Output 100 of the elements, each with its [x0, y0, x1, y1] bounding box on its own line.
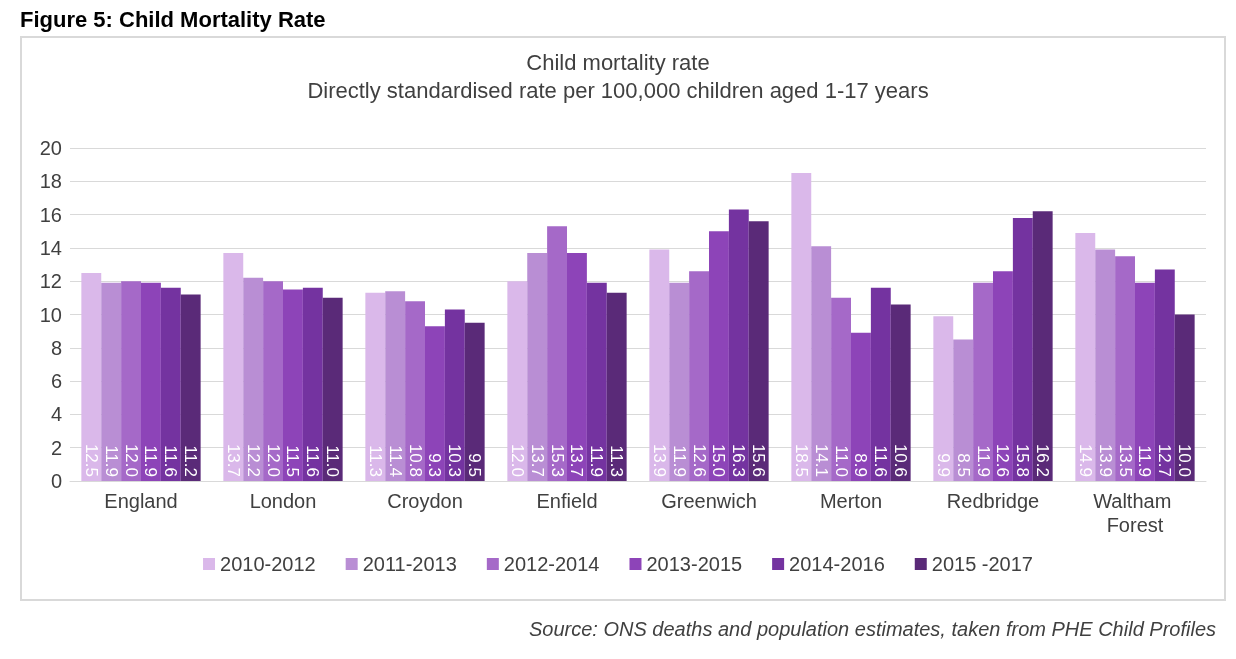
bar: [728, 209, 749, 481]
x-tick-label: Enfield: [536, 490, 598, 512]
bar: [748, 221, 769, 481]
bar: [121, 281, 141, 481]
bar: [1135, 282, 1155, 481]
data-label: 11.3: [607, 445, 627, 477]
data-label: 11.9: [669, 445, 689, 477]
data-label: 9.3: [425, 453, 445, 477]
data-label: 13.7: [567, 443, 587, 477]
data-label: 12.0: [263, 443, 283, 477]
data-label: 11.9: [1135, 445, 1155, 477]
data-label: 15.0: [709, 443, 729, 477]
y-tick-label: 6: [50, 370, 62, 393]
bar: [425, 326, 445, 481]
bar: [933, 316, 954, 481]
data-label: 11.5: [283, 445, 303, 477]
x-tick-label: Croydon: [387, 490, 463, 512]
data-label: 12.2: [243, 443, 263, 477]
y-tick-label: 20: [39, 137, 62, 159]
data-label: 15.6: [749, 443, 769, 477]
bar: [141, 282, 161, 481]
data-label: 9.9: [933, 453, 953, 477]
bar: [1032, 211, 1053, 481]
data-label: 11.6: [303, 445, 323, 477]
data-label: 12.6: [993, 443, 1013, 477]
bar: [1075, 232, 1096, 481]
x-tick-label: England: [104, 490, 178, 512]
legend-label: 2012-2014: [503, 553, 600, 575]
data-label: 13.7: [223, 443, 243, 477]
bar: [1095, 249, 1116, 481]
data-label: 13.5: [1115, 443, 1135, 477]
chart-title: Child mortality rate: [526, 49, 710, 75]
data-label: 13.9: [1095, 443, 1115, 477]
bar: [444, 309, 465, 481]
bar: [689, 271, 709, 481]
data-label: 11.6: [161, 445, 181, 477]
y-tick-label: 2: [50, 436, 62, 459]
bar: [527, 252, 548, 481]
bar: [322, 297, 343, 481]
bar: [243, 277, 264, 481]
legend-label: 2014-2016: [789, 553, 885, 575]
bar: [1115, 256, 1135, 481]
bar: [586, 282, 607, 481]
bar: [567, 252, 587, 481]
caption: Figure 5: Child Mortality Rate: [20, 6, 326, 32]
legend-label: 2013-2015: [646, 553, 743, 575]
bar: [405, 301, 425, 481]
bar: [973, 282, 993, 481]
data-label: 13.7: [527, 443, 547, 477]
data-label: 11.0: [831, 445, 851, 477]
data-label: 11.9: [141, 445, 161, 477]
legend-label: 2011-2013: [362, 553, 457, 575]
chart-subtitle: Directly standardised rate per 100,000 children aged 1-17 years: [307, 77, 929, 103]
bar: [791, 172, 812, 481]
data-label: 10.0: [1175, 443, 1195, 477]
legend-label: 2015 -2017: [931, 553, 1033, 575]
bar: [180, 294, 201, 481]
data-label: 16.2: [1033, 443, 1053, 477]
bar: [890, 304, 911, 481]
data-label: 11.3: [365, 445, 385, 477]
data-label: 15.8: [1013, 443, 1033, 477]
bar: [953, 339, 974, 481]
data-label: 10.6: [891, 443, 911, 477]
data-label: 12.7: [1155, 443, 1175, 477]
y-tick-label: 18: [39, 170, 62, 193]
bar: [993, 271, 1013, 481]
bar: [709, 231, 729, 481]
data-label: 12.0: [507, 443, 527, 477]
data-label: 12.0: [121, 443, 141, 477]
bar: [547, 226, 567, 481]
bar: [1154, 269, 1175, 481]
bar: [870, 287, 891, 481]
data-label: 14.1: [811, 443, 831, 477]
data-label: 11.0: [323, 445, 343, 477]
data-label: 10.8: [405, 443, 425, 477]
y-tick-label: 12: [39, 270, 62, 293]
bar: [1012, 217, 1033, 481]
legend-label: 2010-2012: [220, 553, 316, 575]
data-label: 8.5: [953, 453, 973, 477]
y-tick-label: 10: [39, 303, 62, 326]
y-tick-label: 8: [50, 336, 62, 359]
x-tick-label: Redbridge: [946, 490, 1040, 512]
data-label: 18.5: [791, 443, 811, 477]
bar: [507, 281, 528, 481]
source-note: Source: ONS deaths and population estimates, taken from PHE Child Profiles: [528, 618, 1216, 640]
data-label: 11.2: [181, 445, 201, 477]
bar: [101, 282, 122, 481]
y-tick-label: 0: [50, 470, 62, 492]
x-tick-label: Waltham Forest: [1093, 490, 1177, 536]
bar: [81, 272, 102, 481]
bar: [669, 282, 690, 481]
bar: [649, 249, 670, 481]
y-tick-label: 4: [50, 403, 62, 426]
data-label: 11.9: [973, 445, 993, 477]
bar: [263, 281, 283, 481]
bar: [302, 287, 323, 481]
data-label: 11.9: [587, 445, 607, 477]
bar: [365, 292, 386, 481]
bar: [464, 322, 485, 481]
data-label: 14.9: [1075, 443, 1095, 477]
